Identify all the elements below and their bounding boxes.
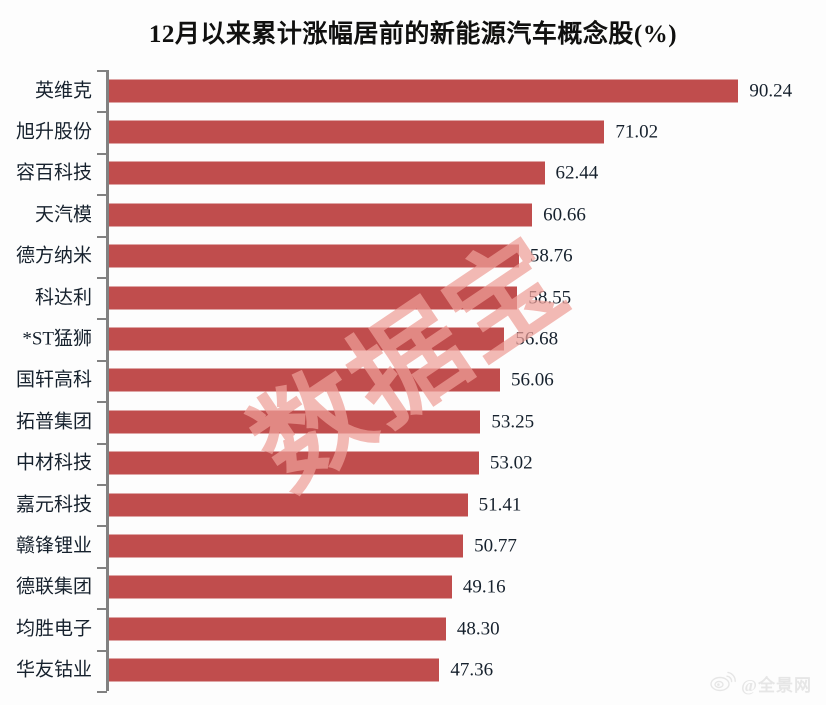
axis-tick [97,442,107,445]
y-axis-line [106,70,109,691]
weibo-icon [710,670,737,697]
bar [109,493,468,517]
bar-value-label: 60.66 [543,204,586,226]
bar [109,451,479,475]
bar-row: *ST猛狮 56.68 [0,318,826,359]
category-label: 德联集团 [15,576,92,598]
bar [109,410,481,434]
bar-value-label: 56.06 [511,369,554,391]
bar-row: 赣锋锂业 50.77 [0,525,826,566]
bar [109,327,505,351]
bar-value-label: 56.68 [515,328,559,350]
bar [109,79,739,103]
branding: @全景网 [710,670,812,697]
axis-tick [97,649,107,652]
bar [109,534,464,558]
category-label: 科达利 [34,287,92,309]
bar [109,368,501,392]
axis-tick [97,359,107,362]
category-label: 国轩高科 [15,369,92,391]
page-title: 12月以来累计涨幅居前的新能源汽车概念股(%) [148,21,678,48]
bar [109,203,533,227]
bar-row: 拓普集团 53.25 [0,401,826,442]
bar-value-label: 90.24 [749,80,793,102]
bar [109,575,452,599]
axis-tick [97,235,107,238]
axis-tick [97,401,107,404]
category-label: 赣锋锂业 [15,535,92,557]
bar-row: 德方纳米 58.76 [0,236,826,277]
bar-value-label: 53.25 [491,411,535,433]
category-label: 德方纳米 [15,245,92,267]
axis-tick [97,277,107,279]
axis-tick [97,70,107,72]
category-label: 中材科技 [15,452,92,474]
category-label: 拓普集团 [15,411,92,433]
bar-row: 均胜电子 48.30 [0,608,826,649]
bar-value-label: 51.41 [478,494,522,516]
bar-row: 国轩高科 56.06 [0,360,826,401]
category-label: 容百科技 [15,162,92,184]
bar [109,617,446,641]
bar [109,161,545,185]
bar [109,120,605,144]
category-label: 天汽模 [34,204,92,226]
bar-value-label: 58.55 [528,287,572,309]
axis-tick [97,566,107,569]
bar-value-label: 50.77 [474,535,517,557]
category-label: 华友钴业 [15,659,92,681]
bar [109,658,440,682]
axis-tick [97,484,107,486]
bar [109,244,519,268]
bar-value-label: 47.36 [450,659,494,681]
bar-row: 旭升股份 71.02 [0,111,826,152]
bar-value-label: 71.02 [615,121,659,143]
bar-row: 中材科技 53.02 [0,443,826,484]
bar-row: 嘉元科技 51.41 [0,484,826,525]
bar-row: 天汽模 60.66 [0,194,826,235]
bar-value-label: 58.76 [529,245,573,267]
axis-tick [97,194,107,197]
bar-value-label: 49.16 [462,576,506,598]
bar-value-label: 48.30 [456,618,500,640]
axis-tick [97,691,107,693]
bar-row: 华友钴业 47.36 [0,650,826,691]
axis-tick [97,152,107,155]
category-label: 旭升股份 [15,121,92,143]
bar-row: 容百科技 62.44 [0,153,826,194]
bar-value-label: 53.02 [489,452,533,474]
bar [109,286,518,310]
category-label: 均胜电子 [15,618,92,640]
axis-tick [97,525,107,528]
bar-value-label: 62.44 [555,162,599,184]
category-label: *ST猛狮 [22,328,92,350]
axis-tick [97,318,107,321]
bar-row: 德联集团 49.16 [0,567,826,608]
bar-row: 英维克 90.24 [0,70,826,111]
category-label: 英维克 [34,80,92,102]
axis-tick [97,111,107,114]
branding-text: @全景网 [741,676,812,695]
axis-tick [97,608,107,611]
category-label: 嘉元科技 [15,494,92,516]
bar-row: 科达利 58.55 [0,277,826,318]
